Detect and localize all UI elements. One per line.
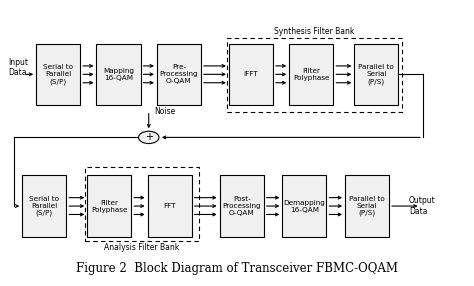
Text: Synthesis Filter Bank: Synthesis Filter Bank: [274, 27, 354, 36]
Text: FFT: FFT: [164, 203, 176, 209]
Bar: [227, 38, 402, 112]
Bar: [85, 167, 199, 241]
Bar: [97, 43, 141, 105]
Text: Input
Data: Input Data: [9, 57, 28, 77]
Text: IFFT: IFFT: [244, 71, 258, 77]
Text: Demapping
16-QAM: Demapping 16-QAM: [283, 200, 325, 212]
Text: Serial to
Parallel
(S/P): Serial to Parallel (S/P): [29, 196, 59, 216]
Text: Parallel to
Serial
(P/S): Parallel to Serial (P/S): [349, 196, 385, 216]
Text: Post-
Processing
O-QAM: Post- Processing O-QAM: [222, 196, 261, 216]
Text: +: +: [145, 132, 153, 142]
Bar: [289, 43, 333, 105]
Bar: [283, 175, 327, 237]
Text: Filter
Polyphase: Filter Polyphase: [91, 200, 128, 212]
Text: Parallel to
Serial
(P/S): Parallel to Serial (P/S): [358, 64, 394, 85]
Bar: [87, 175, 131, 237]
Bar: [354, 43, 399, 105]
Text: Filter
Polyphase: Filter Polyphase: [293, 68, 329, 81]
Bar: [229, 43, 273, 105]
Text: Figure 2  Block Diagram of Transceiver FBMC-OQAM: Figure 2 Block Diagram of Transceiver FB…: [76, 262, 398, 275]
Text: Output
Data: Output Data: [409, 196, 436, 216]
Circle shape: [138, 131, 159, 144]
Text: Noise: Noise: [155, 106, 175, 116]
Bar: [157, 43, 201, 105]
Text: Mapping
16-QAM: Mapping 16-QAM: [103, 68, 134, 81]
Bar: [22, 175, 66, 237]
Text: Serial to
Parallel
(S/P): Serial to Parallel (S/P): [43, 64, 73, 85]
Text: Pre-
Processing
O-QAM: Pre- Processing O-QAM: [160, 64, 198, 84]
Bar: [345, 175, 389, 237]
Bar: [147, 175, 191, 237]
Bar: [219, 175, 264, 237]
Bar: [36, 43, 80, 105]
Text: Analysis Filter Bank: Analysis Filter Bank: [104, 243, 179, 252]
